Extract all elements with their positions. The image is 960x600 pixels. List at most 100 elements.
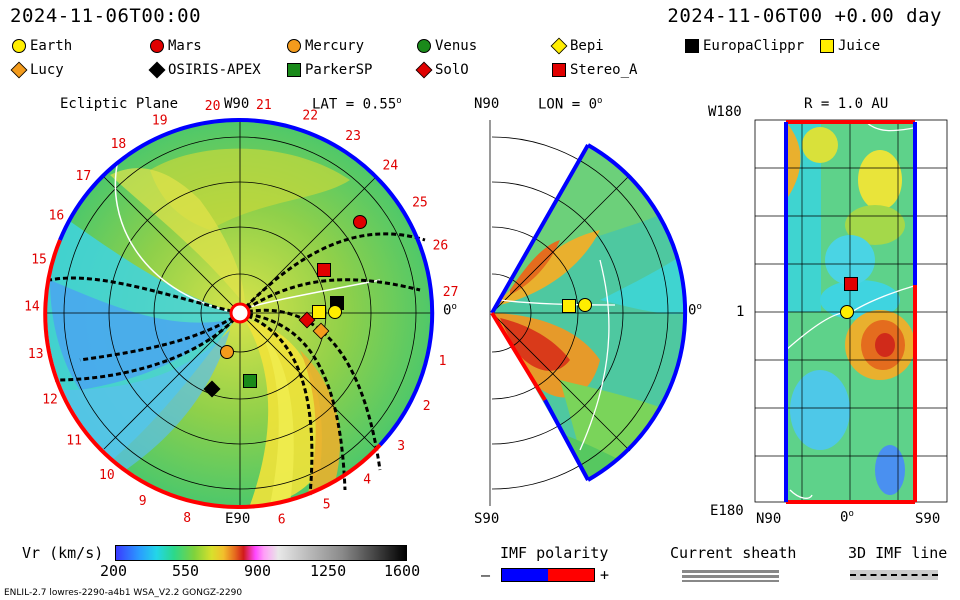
sector-number: 9 (139, 494, 147, 509)
sector-number: 22 (302, 108, 318, 123)
sector-number: 2 (423, 399, 431, 414)
sector-number: 24 (383, 159, 399, 174)
marker-parkersp (243, 374, 257, 388)
sector-number: 16 (49, 208, 65, 223)
sector-number: 17 (76, 169, 92, 184)
colorbar-tick: 200 (100, 562, 128, 580)
latlon-x-label-s90: S90 (915, 511, 941, 527)
footer-model-info: ENLIL-2.7 lowres-2290-a4b1 WSA_V2.2 GONG… (4, 588, 243, 598)
latlon-marker-stereo-a (844, 277, 858, 291)
legend-label: Bepi (570, 38, 604, 54)
sector-number: 11 (66, 433, 82, 448)
ecliptic-bottom-label: E90 (225, 511, 251, 527)
colorbar (115, 545, 407, 561)
legend-item-earth: Earth (12, 38, 72, 54)
legend-item-venus: Venus (417, 38, 477, 54)
legend-label: Lucy (30, 62, 64, 78)
sector-number: 10 (99, 468, 115, 483)
sector-number: 13 (28, 347, 44, 362)
legend-label: ParkerSP (305, 62, 373, 78)
ecliptic-right-label: 0o (443, 302, 457, 319)
legend-marker-square (685, 39, 699, 53)
legend-marker-circle (417, 39, 431, 53)
imf-polarity-plus: + (600, 566, 610, 584)
legend-label: Juice (838, 38, 881, 54)
marker-juice (312, 305, 326, 319)
sector-number: 18 (111, 137, 127, 152)
sector-number: 15 (31, 253, 47, 268)
latlon-bottom-left: E180 (710, 503, 744, 519)
colorbar-tick: 900 (244, 562, 272, 580)
latlon-marker-earth (840, 305, 854, 319)
legend-item-lucy: Lucy (10, 61, 64, 79)
imf-polarity-minus: – (481, 566, 491, 584)
ecliptic-top-label: W90 (224, 96, 250, 112)
current-sheath-label: Current sheath (670, 544, 797, 562)
legend-label: Earth (30, 38, 73, 54)
current-sheath-swatch (682, 570, 779, 582)
timestamp-right: 2024-11-06T00 +0.00 day (667, 5, 942, 27)
imf-polarity-bar (501, 568, 595, 582)
sector-number: 12 (42, 392, 58, 407)
legend-item-juice: Juice (820, 38, 880, 54)
legend-item-stereo-a: Stereo_A (552, 62, 637, 78)
sector-number: 23 (345, 129, 361, 144)
legend-item-europaclippr: EuropaClippr (685, 38, 804, 54)
legend-item-bepi: Bepi (550, 37, 604, 55)
legend-label: Stereo_A (570, 62, 638, 78)
sector-number: 20 (205, 99, 221, 114)
meridional-top-left: N90 (474, 96, 500, 112)
legend-item-mars: Mars (150, 38, 202, 54)
meridional-bottom-left: S90 (474, 511, 500, 527)
legend-item-mercury: Mercury (287, 38, 364, 54)
latlon-x-label-n90: N90 (756, 511, 782, 527)
imf-line-label: 3D IMF line (848, 544, 948, 562)
colorbar-tick: 1250 (310, 562, 347, 580)
legend-label: OSIRIS-APEX (168, 62, 261, 78)
legend-marker-circle (12, 39, 26, 53)
latlon-top-left: W180 (708, 104, 742, 120)
legend-marker-square (287, 63, 301, 77)
sector-number: 1 (439, 354, 447, 369)
legend-marker-square (552, 63, 566, 77)
meridional-marker-juice (562, 299, 576, 313)
imf-line-swatch (850, 570, 938, 580)
sector-number: 4 (363, 473, 371, 488)
legend-marker-square (820, 39, 834, 53)
meridional-lon-label: LON = 0o (538, 96, 603, 113)
sector-number: 19 (152, 114, 168, 129)
sector-number: 26 (433, 239, 449, 254)
legend-label: Venus (435, 38, 478, 54)
colorbar-tick: 550 (172, 562, 200, 580)
colorbar-ticks: 200 550 900 1250 1600 (98, 562, 428, 582)
timestamp-left: 2024-11-06T00:00 (10, 5, 202, 27)
sector-number: 6 (278, 512, 286, 527)
sector-number: 25 (412, 196, 428, 211)
legend: Earth Mars Mercury Venus Bepi EuropaClippr Jui… (10, 37, 952, 86)
legend-marker-circle (287, 39, 301, 53)
sector-number: 27 (443, 285, 459, 300)
latlon-mid-left: 1 (736, 304, 745, 320)
legend-item-osiris-apex: OSIRIS-APEX (148, 61, 261, 79)
legend-label: Mercury (305, 38, 365, 54)
meridional-right-label: 0o (688, 302, 702, 319)
marker-mercury (220, 345, 234, 359)
latlon-title: R = 1.0 AU (804, 96, 889, 112)
marker-mars (353, 215, 367, 229)
legend-item-parkersp: ParkerSP (287, 62, 372, 78)
ecliptic-title: Ecliptic Plane (60, 96, 179, 112)
marker-stereo-a (317, 263, 331, 277)
legend-marker-circle (150, 39, 164, 53)
sector-number: 8 (183, 511, 191, 526)
ecliptic-lat-label: LAT = 0.55o (312, 96, 402, 113)
sector-number: 21 (256, 98, 272, 113)
imf-polarity-label: IMF polarity (500, 544, 609, 562)
legend-label: Mars (168, 38, 202, 54)
latlon-x-label-0: 0o (840, 509, 854, 526)
sector-number: 5 (323, 497, 331, 512)
legend-label: SolO (435, 62, 469, 78)
sector-number: 3 (397, 439, 405, 454)
marker-earth (328, 305, 342, 319)
